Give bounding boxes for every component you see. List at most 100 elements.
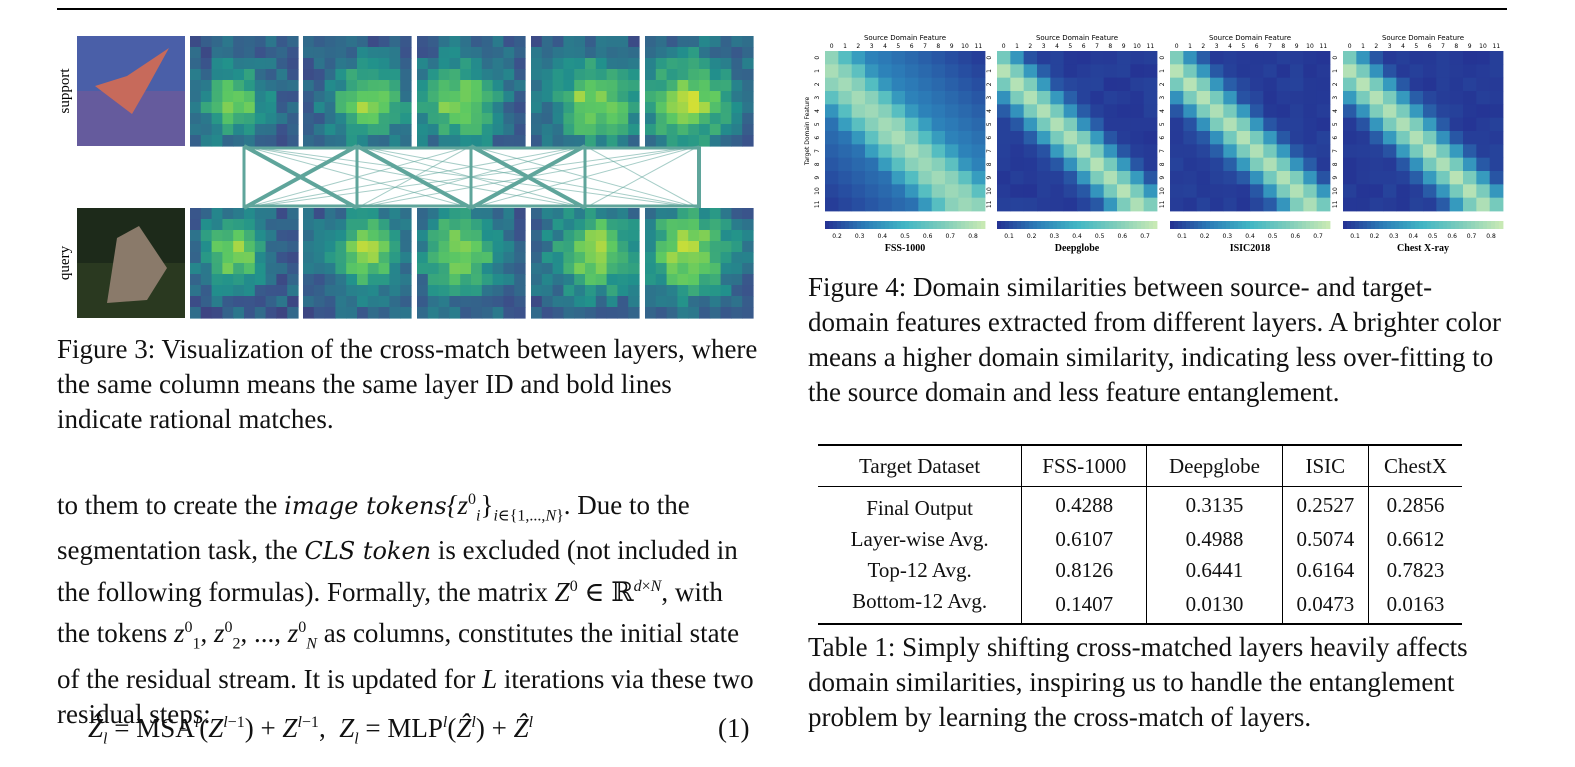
colorbar-segment [1246,221,1251,229]
heatmap-cell [1276,104,1291,119]
heatmap-cell [1290,104,1304,119]
heatmap-cell [1063,64,1078,79]
heatmap-cell [1356,91,1371,105]
heatmap-cell [918,104,933,119]
heatmap-cell [1223,77,1238,92]
y-tick-label: 9 [1159,176,1166,180]
text-run: . Due to the segmentation task, the [57,490,690,566]
colorbar-segment [949,221,954,229]
colorbar-segment [913,221,918,229]
heatmap-cell [1343,117,1357,132]
colorbar-segment [1170,221,1175,229]
heatmap-cell [905,64,919,79]
heatmap-cell [838,91,853,105]
table-cell: 0.0163 [1386,592,1445,616]
heatmap-cell [958,131,973,145]
heatmap-cell [1223,197,1238,212]
heatmap-cell [1236,104,1251,119]
heatmap-cell [1236,51,1251,65]
heatmap-cell [1369,144,1384,159]
heatmap-cell [1143,197,1158,212]
x-tick-label: 11 [1320,43,1328,50]
x-tick-label: 5 [1414,43,1418,50]
colorbar-segment [1045,221,1050,229]
heatmap-cell [1489,144,1504,159]
colorbar: 0.1 0.2 0.3 0.4 0.5 0.6 0.7 0.8 [1343,221,1504,240]
heatmap-cell [1077,117,1091,132]
heatmap-cell [1196,184,1211,199]
x-tick-label: 11 [975,43,983,50]
heatmap-cell [1383,157,1397,172]
heatmap-cell [1090,91,1105,105]
heatmap-cell [1063,131,1078,145]
heatmap-cell [1210,144,1224,159]
colorbar-segment [1491,221,1496,229]
heatmap-cell [1077,157,1091,172]
heatmap-cell [931,51,946,65]
colorbar-segment [1230,221,1235,229]
heatmap-cell [1103,77,1118,92]
heatmap-cell [851,91,866,105]
table-cell: 0.3135 [1146,486,1283,524]
support-label: support [57,68,73,114]
heatmap-cell [1409,91,1424,105]
feature-map [190,208,299,319]
heatmap-cell [1196,157,1211,172]
heatmap-cell [1396,51,1411,65]
colorbar-segment [981,221,986,229]
heatmap-cell [1290,184,1304,199]
colorbar-segment [917,221,922,229]
heatmap-cell [1050,157,1065,172]
feature-map [417,208,526,319]
colorbar-segment [961,221,966,229]
colorbar-segment [1017,221,1022,229]
heatmap-cell [997,91,1011,105]
y-tick-label: 8 [1159,162,1166,166]
heatmap-cell [1396,171,1411,185]
heatmap-cell [1170,144,1184,159]
colorbar-segment [1322,221,1327,229]
colorbar-segment [1049,221,1054,229]
colorbar-segment [869,221,874,229]
x-tick-label: 7 [1268,43,1272,50]
heatmap-cell [971,117,986,132]
colorbar-segment [1198,221,1203,229]
x-tick-label: 3 [1215,43,1219,50]
heatmap-cell [1276,144,1291,159]
heatmap-cell [1343,131,1357,145]
body-paragraph: to them to create the image tokens{z0i}i… [57,490,754,729]
heatmap-cell [945,104,959,119]
y-tick-label: 7 [1332,149,1339,153]
colorbar-segment [1463,221,1468,229]
heatmap-cell [1276,91,1291,105]
colorbar-segment [877,221,882,229]
heatmap-cell [1143,51,1158,65]
heatmap-cell [1316,77,1331,92]
colorbar-segment [837,221,842,229]
heatmap-cell [1130,157,1145,172]
heatmap-cell [1263,77,1278,92]
heatmap-cell [1050,51,1065,65]
colorbar-tick-label: 0.7 [946,233,956,240]
feature-map [303,36,412,147]
heatmap-cell [1409,64,1424,79]
heatmap-cell [1383,117,1397,132]
heatmap-2: Source Domain Feature0011223344556677889… [986,34,1158,254]
heatmap-cell [1170,117,1184,132]
support-photo [77,36,185,146]
heatmap-cell [1463,197,1477,212]
colorbar-segment [845,221,850,229]
heatmap-cell [1090,184,1105,199]
colorbar-segment [1186,221,1191,229]
heatmap-cell [945,184,959,199]
heatmap-cell [1063,184,1078,199]
heatmap-cell [958,77,973,92]
heatmap-cell [1263,197,1278,212]
heatmap-cell [838,77,853,92]
heatmap-cell [997,117,1011,132]
y-tick-label: 8 [814,162,821,166]
heatmap-cell [851,77,866,92]
colorbar-segment [1250,221,1255,229]
heatmap-cell [1409,197,1424,212]
heatmap-cell [1383,51,1397,65]
